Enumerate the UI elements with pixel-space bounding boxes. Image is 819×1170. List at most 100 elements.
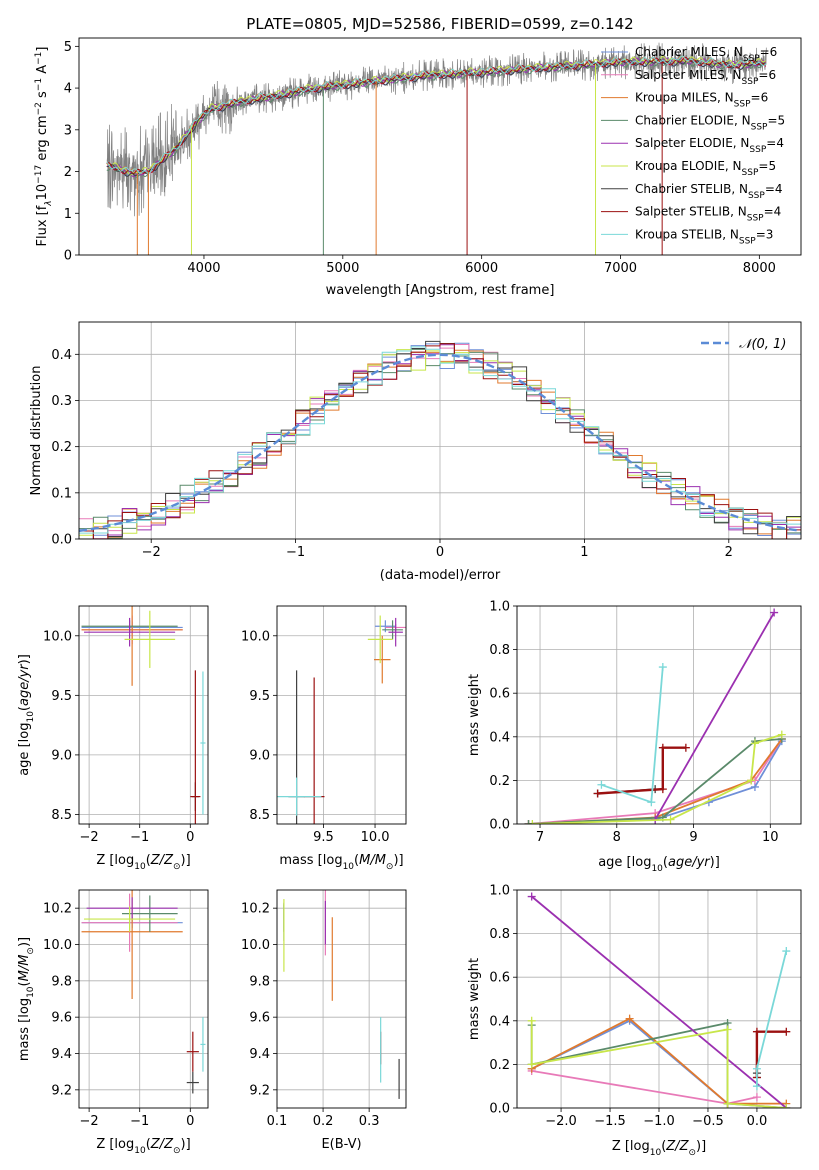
y-tick-label: 0.4 [489,730,510,745]
y-tick-label: 10.2 [43,902,72,917]
y-tick-label: 1.0 [489,600,510,615]
axes-frame [276,889,407,1109]
weight-line-8 [756,950,788,1087]
x-axis-label: age [log10(age/yr)] [598,855,720,874]
y-tick-label: 0 [64,249,72,264]
legend-entry: Salpeter STELIB, NSSP=4 [635,205,781,224]
y-tick-label: 0.2 [489,774,510,789]
weight-marker [666,815,675,824]
weight-marker [527,1016,536,1025]
weight-marker [777,730,786,739]
y-tick-label: 9.0 [249,748,270,763]
weight-marker [593,789,602,798]
legend-entry: 𝒩(0, 1) [739,337,786,352]
panel-age-vs-mass: 9.5 10.0 8.5 9.0 9.5 10.0 mass [log10(M/M⊙)] [241,605,407,872]
axes-frame [516,605,802,825]
y-axis-label: Normed distribution [29,366,44,496]
histogram-6 [79,340,801,539]
x-tick-label: −1 [130,830,149,845]
x-axis-label: Z [log10(Z/Z⊙)] [96,1137,190,1156]
legend-entry: Kroupa MILES, NSSP=6 [635,91,768,110]
weight-marker [527,1060,536,1069]
y-tick-label: 8.5 [249,808,270,823]
x-tick-label: 2 [725,545,733,560]
weight-marker [752,1082,761,1091]
axes-frame [276,605,407,825]
y-axis-label: age [log10(age/yr)] [17,654,36,776]
legend-entry: Kroupa STELIB, NSSP=3 [635,227,773,246]
legend-entry: Salpeter MILES, NSSP=6 [635,68,776,87]
y-tick-label: 3 [64,123,72,138]
axes-frame [78,37,802,256]
weight-marker [625,1014,634,1023]
weight-line-8 [601,666,664,804]
x-axis-label: (data-model)/error [380,568,501,583]
y-tick-label: 0.0 [51,533,72,548]
axes-frame [78,605,209,825]
y-tick-label: 9.6 [51,1011,72,1026]
weight-line-5 [532,733,783,824]
weight-marker [750,739,759,748]
x-tick-label: 0 [186,830,194,845]
y-tick-label: 9.5 [51,689,72,704]
x-tick-label: 0.0 [747,1114,768,1129]
y-tick-label: 0.1 [51,486,72,501]
x-tick-label: 0 [436,545,444,560]
weight-marker [524,820,533,824]
weight-marker [647,798,656,807]
y-tick-label: 8.5 [51,808,72,823]
y-tick-label: 0.4 [51,348,72,363]
legend-entry: Chabrier MILES, NSSP=6 [635,45,777,64]
figure-title: PLATE=0805, MJD=52586, FIBERID=0599, z=0… [246,15,633,33]
x-tick-label: 9.5 [313,830,334,845]
y-tick-label: 0.0 [489,1102,510,1117]
y-tick-label: 9.2 [249,1083,270,1098]
x-tick-label: −2 [142,545,161,560]
x-tick-label: 8 [613,830,621,845]
histogram-7 [79,343,801,539]
weight-marker [658,743,667,752]
y-tick-label: 1.0 [489,884,510,899]
x-tick-label: −1.5 [594,1114,626,1129]
legend-entry: Salpeter ELODIE, NSSP=4 [635,136,784,155]
x-tick-label: 9 [689,830,697,845]
plot-area-mass-vs-Z [79,890,208,1108]
weight-line-1 [528,738,783,824]
y-axis-label: Flux [fλ10−17 erg cm−2 s−1 A−1] [34,47,54,247]
y-tick-label: 9.6 [249,1011,270,1026]
y-tick-label: 10.0 [241,629,270,644]
y-axis-label: mass [log10(M/M⊙)] [17,937,36,1061]
x-tick-label: 4000 [187,261,220,276]
x-tick-label: 1 [580,545,588,560]
weight-marker [747,776,756,785]
y-tick-label: 0.8 [489,927,510,942]
plot-area-weight-vs-age [517,606,801,824]
y-tick-label: 9.2 [51,1083,72,1098]
x-tick-label: −0.5 [692,1114,724,1129]
weight-marker [782,1027,791,1036]
x-tick-label: 0.2 [313,1114,334,1129]
legend-entry: Kroupa ELODIE, NSSP=5 [635,159,776,178]
x-tick-label: 0.3 [359,1114,380,1129]
weight-marker [597,780,606,789]
panel-mass-vs-EBV: 0.1 0.2 0.3 9.2 9.4 9.6 9.8 10.0 10.2 E(B-V) [241,889,407,1152]
panel-weight-vs-age: 7 8 9 10 0.0 0.2 0.4 0.6 0.8 1.0 age [log10(age/yr… [467,600,802,874]
x-tick-label: 5000 [326,261,359,276]
y-tick-label: 9.8 [249,974,270,989]
weight-marker [770,608,779,617]
y-tick-label: 5 [64,40,72,55]
plot-area-residual-histogram [79,322,801,539]
weight-marker [527,892,536,901]
y-axis-label: mass weight [467,958,482,1040]
spectrum-data [106,42,767,217]
weight-marker [658,785,667,794]
x-tick-label: −1 [286,545,305,560]
plot-area-spectrum [106,42,767,255]
legend-entry: Chabrier STELIB, NSSP=4 [635,182,783,201]
legend-entry: Chabrier ELODIE, NSSP=5 [635,113,785,132]
weight-marker [681,743,690,752]
x-tick-label: 7000 [604,261,637,276]
y-tick-label: 0.0 [489,818,510,833]
x-tick-label: −1.0 [643,1114,675,1129]
x-axis-label: Z [log10(Z/Z⊙)] [612,1139,706,1158]
